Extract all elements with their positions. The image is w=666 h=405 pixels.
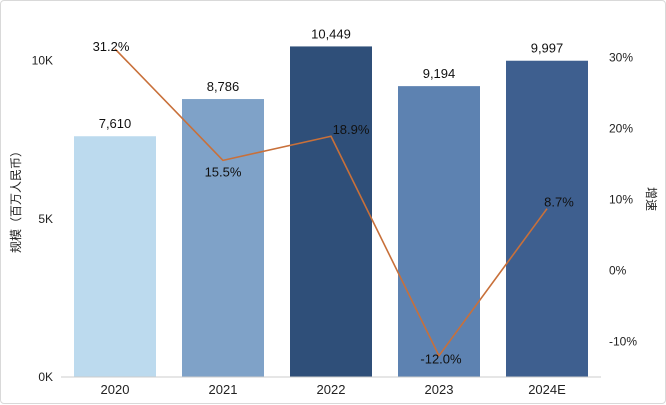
bar-2020 xyxy=(74,136,156,377)
y-tick-label: 5K xyxy=(38,212,53,226)
bar-value-label: 9,194 xyxy=(423,66,456,81)
y2-tick-label: 20% xyxy=(609,121,633,135)
y2-tick-label: 30% xyxy=(609,50,633,64)
growth-line xyxy=(114,48,548,357)
right-axis: -10% 0% 10% 20% 30% xyxy=(609,50,637,348)
x-tick-label: 2020 xyxy=(101,382,130,397)
bars-layer xyxy=(74,46,588,378)
y-tick-label: 0K xyxy=(38,370,53,384)
growth-value-label: 15.5% xyxy=(205,164,242,179)
y-tick-label: 10K xyxy=(32,54,53,68)
bar-value-label: 7,610 xyxy=(99,116,132,131)
bar-value-labels: 7,610 8,786 10,449 9,194 9,997 xyxy=(99,26,564,131)
y2-tick-label: -10% xyxy=(609,334,637,348)
bar-2024E xyxy=(506,60,588,378)
bar-value-label: 10,449 xyxy=(311,26,351,41)
growth-value-label: 8.7% xyxy=(544,195,574,210)
bar-2022 xyxy=(290,46,372,377)
bar-2021 xyxy=(182,99,264,377)
y2-tick-label: 0% xyxy=(609,263,627,277)
x-axis: 2020 2021 2022 2023 2024E xyxy=(61,376,601,397)
left-axis: 0K 5K 10K xyxy=(32,54,53,384)
bar-2023 xyxy=(398,86,480,378)
growth-value-label: -12.0% xyxy=(420,352,462,367)
y-axis-label: 规模（百万人民币） xyxy=(8,145,23,253)
y2-axis-label: 增速 xyxy=(644,187,658,211)
y2-tick-label: 10% xyxy=(609,192,633,206)
growth-value-labels: 31.2% 15.5% 18.9% -12.0% 8.7% xyxy=(93,39,575,367)
growth-value-label: 31.2% xyxy=(93,39,130,54)
bar-value-label: 8,786 xyxy=(207,79,240,94)
x-tick-label: 2023 xyxy=(425,382,454,397)
x-tick-label: 2024E xyxy=(528,382,566,397)
x-tick-label: 2021 xyxy=(209,382,238,397)
growth-value-label: 18.9% xyxy=(333,122,370,137)
x-tick-label: 2022 xyxy=(317,382,346,397)
bar-value-label: 9,997 xyxy=(531,41,564,56)
growth-line-layer xyxy=(114,48,548,357)
